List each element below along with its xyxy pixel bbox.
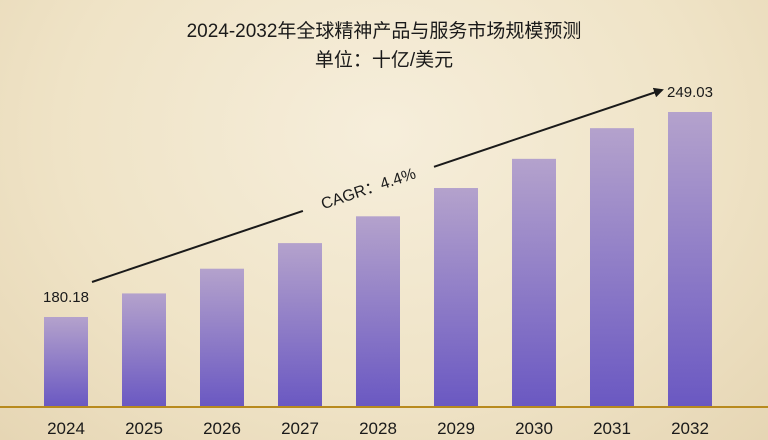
bar-2032 [668,112,712,407]
x-axis-ticks: 2024 2025 2026 2027 2028 2029 2030 2031 2032 [47,419,709,438]
bar-2025 [122,293,166,407]
data-label: 180.18 [43,289,89,306]
trend-arrow-right [433,87,664,168]
bar-series [44,112,712,407]
bar-2027 [278,243,322,407]
data-label: 249.03 [667,84,713,101]
x-tick-label: 2032 [671,419,709,438]
bar-2028 [356,216,400,407]
x-tick-label: 2028 [359,419,397,438]
x-tick-label: 2031 [593,419,631,438]
x-tick-label: 2024 [47,419,85,438]
trend-line-left [91,210,304,283]
data-labels: 180.18 249.03 [43,84,713,306]
x-tick-label: 2029 [437,419,475,438]
bar-2031 [590,128,634,407]
bar-2026 [200,268,244,407]
cagr-annotation: CAGR：4.4% [319,166,418,214]
bar-2024 [44,317,88,407]
chart-title: 2024-2032年全球精神产品与服务市场规模预测 [186,21,582,42]
x-tick-label: 2025 [125,419,163,438]
x-tick-label: 2027 [281,419,319,438]
bar-2030 [512,158,556,407]
x-tick-label: 2026 [203,419,241,438]
bar-2029 [434,188,478,407]
x-tick-label: 2030 [515,419,553,438]
chart-subtitle: 单位：十亿/美元 [314,50,454,71]
